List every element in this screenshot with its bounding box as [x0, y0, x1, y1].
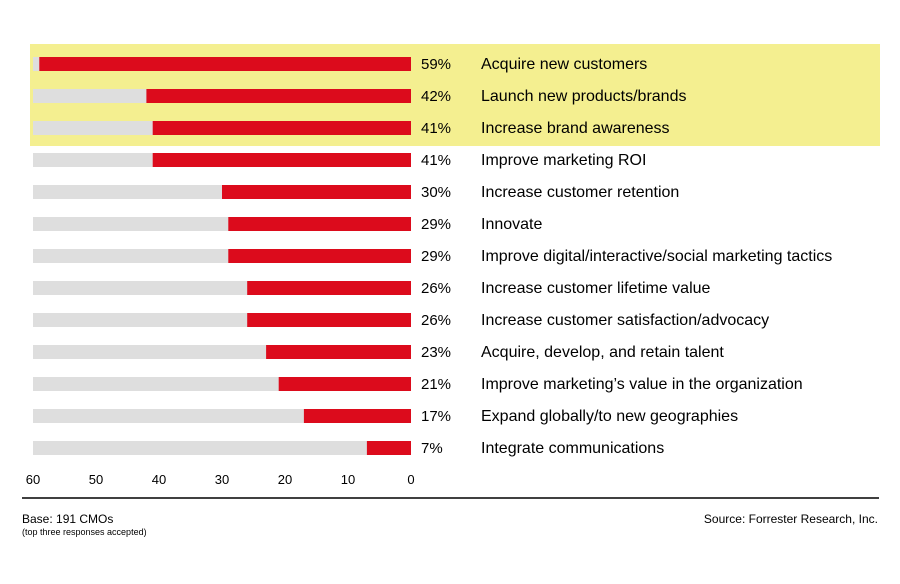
- x-tick-label: 0: [407, 472, 414, 487]
- category-label: Integrate communications: [481, 440, 664, 457]
- bar: [366, 441, 411, 455]
- value-label: 42%: [421, 88, 451, 105]
- bar: [228, 217, 411, 231]
- category-label: Expand globally/to new geographies: [481, 408, 738, 425]
- value-label: 59%: [421, 56, 451, 73]
- category-label: Acquire, develop, and retain talent: [481, 344, 724, 361]
- value-label: 41%: [421, 152, 451, 169]
- category-label: Improve marketing’s value in the organiz…: [481, 376, 803, 393]
- bar: [39, 57, 412, 71]
- bar: [266, 345, 411, 359]
- base-note: Base: 191 CMOs: [22, 512, 114, 526]
- category-label: Increase customer satisfaction/advocacy: [481, 312, 769, 329]
- x-tick-label: 60: [26, 472, 40, 487]
- value-label: 29%: [421, 248, 451, 265]
- value-label: 29%: [421, 216, 451, 233]
- x-tick-label: 10: [341, 472, 355, 487]
- bar: [278, 377, 411, 391]
- bar: [303, 409, 411, 423]
- value-label: 30%: [421, 184, 451, 201]
- value-label: 26%: [421, 280, 451, 297]
- bar: [222, 185, 411, 199]
- bar: [247, 281, 411, 295]
- category-label: Increase customer retention: [481, 184, 679, 201]
- value-label: 41%: [421, 120, 451, 137]
- value-label: 7%: [421, 440, 443, 457]
- value-label: 23%: [421, 344, 451, 361]
- value-label: 21%: [421, 376, 451, 393]
- x-axis-ticks: 60 50 40 30 20 10 0: [26, 472, 415, 487]
- x-tick-label: 30: [215, 472, 229, 487]
- category-label: Increase customer lifetime value: [481, 280, 711, 297]
- bar: [152, 153, 411, 167]
- x-tick-label: 20: [278, 472, 292, 487]
- source-note: Source: Forrester Research, Inc.: [703, 512, 878, 526]
- category-label: Improve digital/interactive/social marke…: [481, 248, 832, 265]
- value-labels: 59% 42% 41% 41% 30% 29% 29% 26% 26% 23% 21% 17% 7%: [421, 56, 451, 457]
- category-label: Launch new products/brands: [481, 88, 686, 105]
- bars: [39, 57, 412, 455]
- bar-track: [33, 441, 411, 455]
- x-tick-label: 40: [152, 472, 166, 487]
- bar: [146, 89, 411, 103]
- bar: [152, 121, 411, 135]
- category-labels: Acquire new customers Launch new products…: [481, 56, 832, 457]
- category-label: Innovate: [481, 216, 542, 233]
- category-label: Improve marketing ROI: [481, 152, 646, 169]
- value-label: 17%: [421, 408, 451, 425]
- bar: [228, 249, 411, 263]
- base-subnote: (top three responses accepted): [22, 527, 147, 537]
- category-label: Increase brand awareness: [481, 120, 670, 137]
- x-tick-label: 50: [89, 472, 103, 487]
- bar: [247, 313, 411, 327]
- category-label: Acquire new customers: [481, 56, 647, 73]
- value-label: 26%: [421, 312, 451, 329]
